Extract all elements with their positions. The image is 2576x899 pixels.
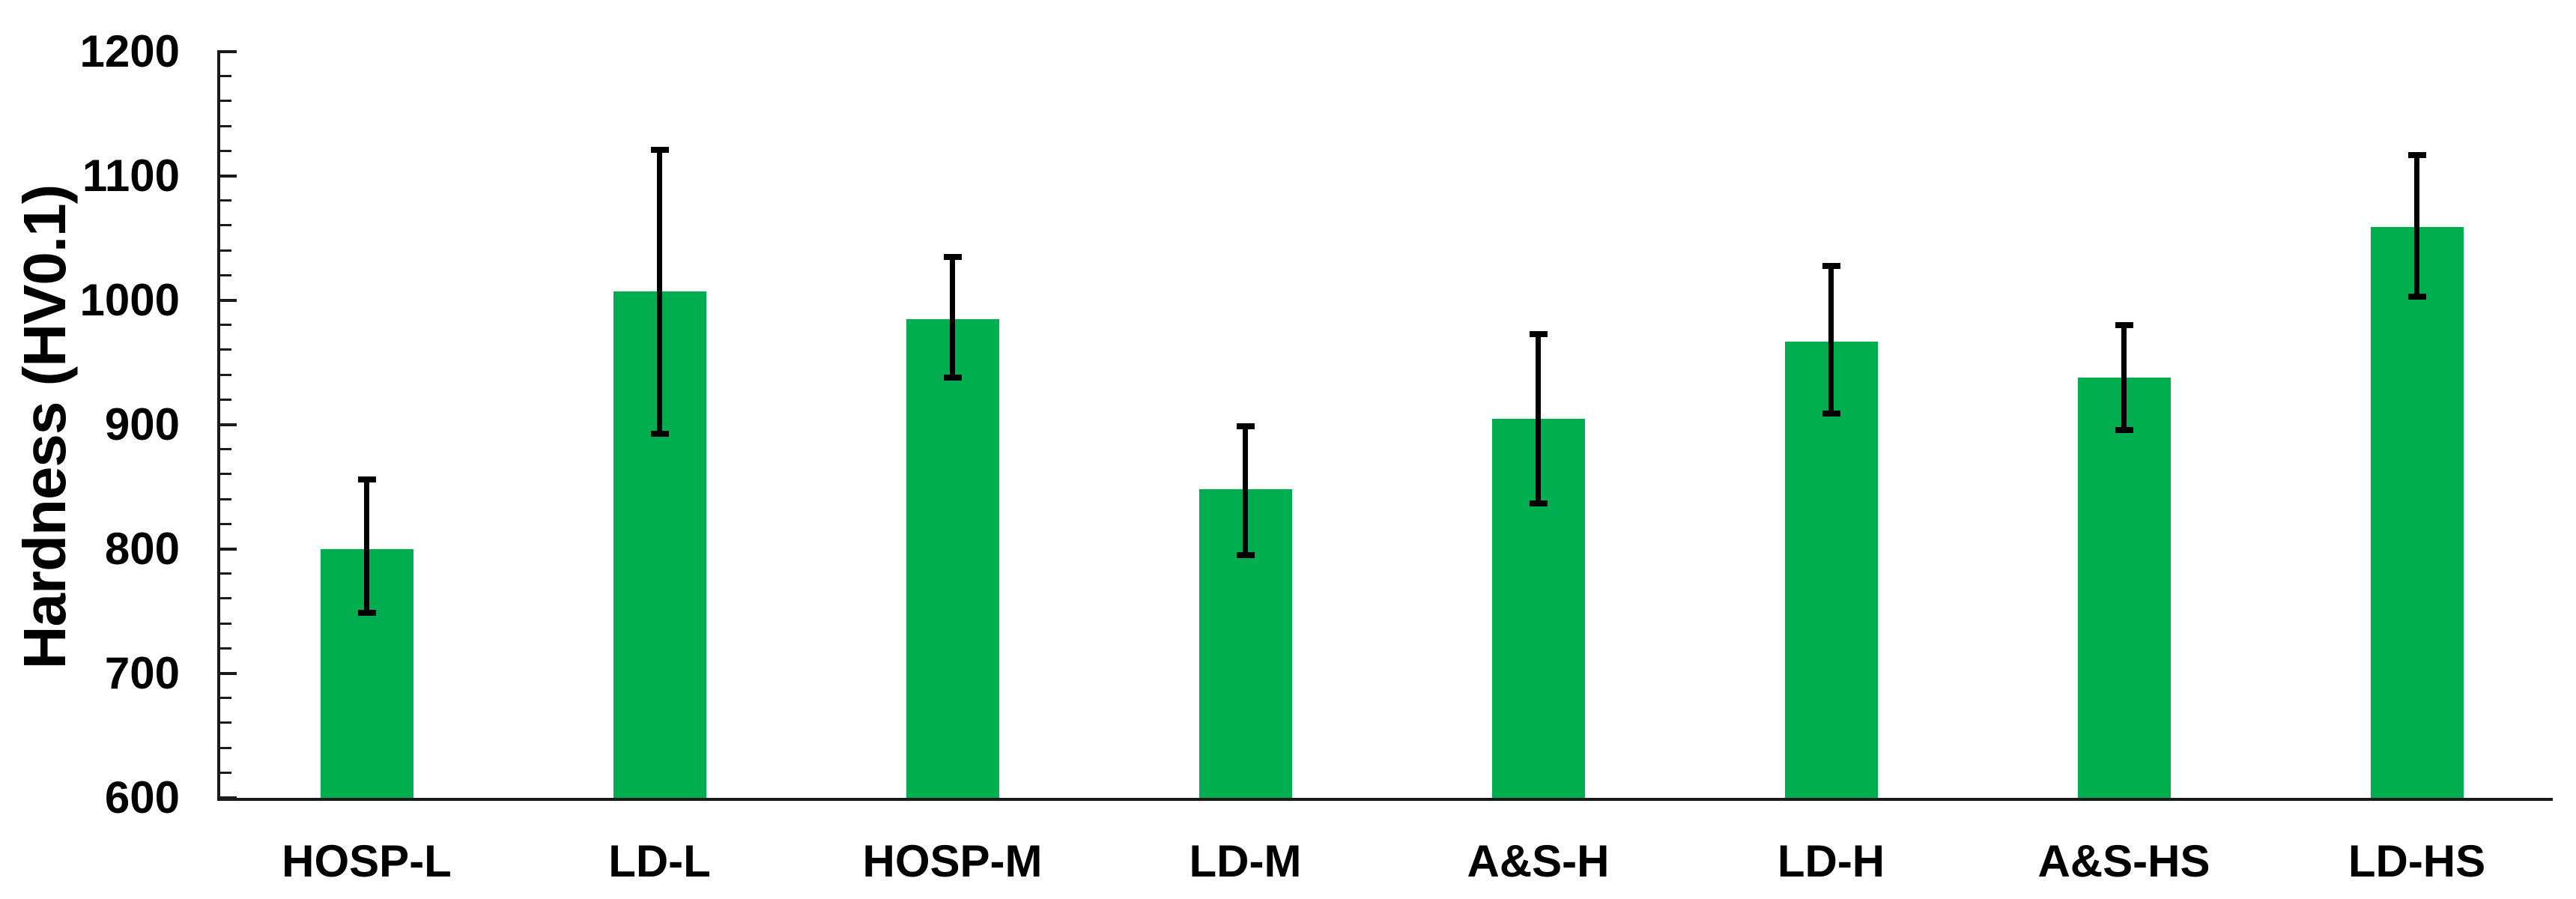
x-axis-line <box>217 798 2553 801</box>
error-bar-LD-M <box>1243 426 1248 556</box>
error-bar-HOSP-M <box>950 256 955 378</box>
y-major-tick <box>220 299 237 302</box>
error-cap-top-LD-HS <box>2407 151 2426 158</box>
y-minor-tick <box>220 721 231 724</box>
error-cap-top-LD-L <box>650 147 669 154</box>
bar-HOSP-M <box>906 318 999 798</box>
x-category-label: LD-H <box>1777 836 1885 886</box>
y-minor-tick <box>220 448 231 451</box>
x-category-label: A&S-H <box>1467 836 1610 886</box>
y-minor-tick <box>220 597 231 600</box>
error-cap-bottom-HOSP-L <box>357 609 376 616</box>
y-major-tick <box>220 423 237 426</box>
error-cap-bottom-LD-M <box>1236 552 1255 559</box>
bar-A&S-HS <box>2077 377 2171 798</box>
error-cap-top-A&S-HS <box>2115 322 2133 329</box>
error-bar-A&S-H <box>1536 333 1541 503</box>
error-bar-LD-H <box>1828 265 1834 414</box>
error-cap-bottom-A&S-HS <box>2115 426 2133 433</box>
y-minor-tick <box>220 373 231 376</box>
bar-LD-H <box>1784 341 1878 798</box>
y-minor-tick <box>220 647 231 650</box>
y-minor-tick <box>220 622 231 625</box>
error-cap-bottom-LD-L <box>650 430 669 437</box>
y-minor-tick <box>220 224 231 227</box>
y-minor-tick <box>220 398 231 401</box>
y-tick-label: 800 <box>104 524 180 574</box>
y-minor-tick <box>220 249 231 252</box>
y-minor-tick <box>220 497 231 500</box>
x-category-label: LD-L <box>608 836 711 886</box>
error-cap-top-LD-M <box>1236 423 1255 429</box>
bar-LD-HS <box>2370 227 2464 798</box>
y-tick-label: 1100 <box>82 151 180 201</box>
x-category-label: A&S-HS <box>2037 836 2210 886</box>
error-cap-top-A&S-H <box>1529 330 1548 337</box>
y-minor-tick <box>220 273 231 276</box>
y-major-tick <box>220 548 237 551</box>
x-category-label: HOSP-L <box>282 836 452 886</box>
error-bar-LD-HS <box>2414 154 2419 297</box>
y-minor-tick <box>220 124 231 127</box>
y-axis-line <box>217 50 220 801</box>
y-minor-tick <box>220 199 231 202</box>
y-minor-tick <box>220 149 231 152</box>
y-tick-label: 1200 <box>79 26 180 76</box>
y-minor-tick <box>220 348 231 351</box>
error-bar-LD-L <box>657 150 662 434</box>
y-major-tick <box>220 672 237 675</box>
y-minor-tick <box>220 697 231 700</box>
y-tick-label: 1000 <box>79 275 180 325</box>
x-category-label: LD-M <box>1189 836 1302 886</box>
x-category-label: LD-HS <box>2348 836 2486 886</box>
y-tick-label: 900 <box>104 399 180 450</box>
y-minor-tick <box>220 522 231 525</box>
y-tick-label: 700 <box>104 648 180 698</box>
y-minor-tick <box>220 572 231 575</box>
error-cap-bottom-LD-HS <box>2407 294 2426 300</box>
error-bar-A&S-HS <box>2121 325 2127 430</box>
error-cap-top-LD-H <box>1822 262 1840 269</box>
y-major-tick <box>220 50 237 53</box>
error-bar-HOSP-L <box>364 479 369 613</box>
error-cap-top-HOSP-L <box>357 476 376 483</box>
y-minor-tick <box>220 324 231 327</box>
y-major-tick <box>220 175 237 178</box>
x-category-label: HOSP-M <box>862 836 1043 886</box>
y-minor-tick <box>220 75 231 78</box>
error-cap-top-HOSP-M <box>943 253 962 260</box>
y-minor-tick <box>220 100 231 103</box>
error-cap-bottom-LD-H <box>1822 411 1840 417</box>
y-minor-tick <box>220 473 231 476</box>
y-tick-label: 600 <box>104 772 180 823</box>
error-cap-bottom-HOSP-M <box>943 374 962 381</box>
y-minor-tick <box>220 771 231 774</box>
y-minor-tick <box>220 746 231 749</box>
error-cap-bottom-A&S-H <box>1529 500 1548 506</box>
